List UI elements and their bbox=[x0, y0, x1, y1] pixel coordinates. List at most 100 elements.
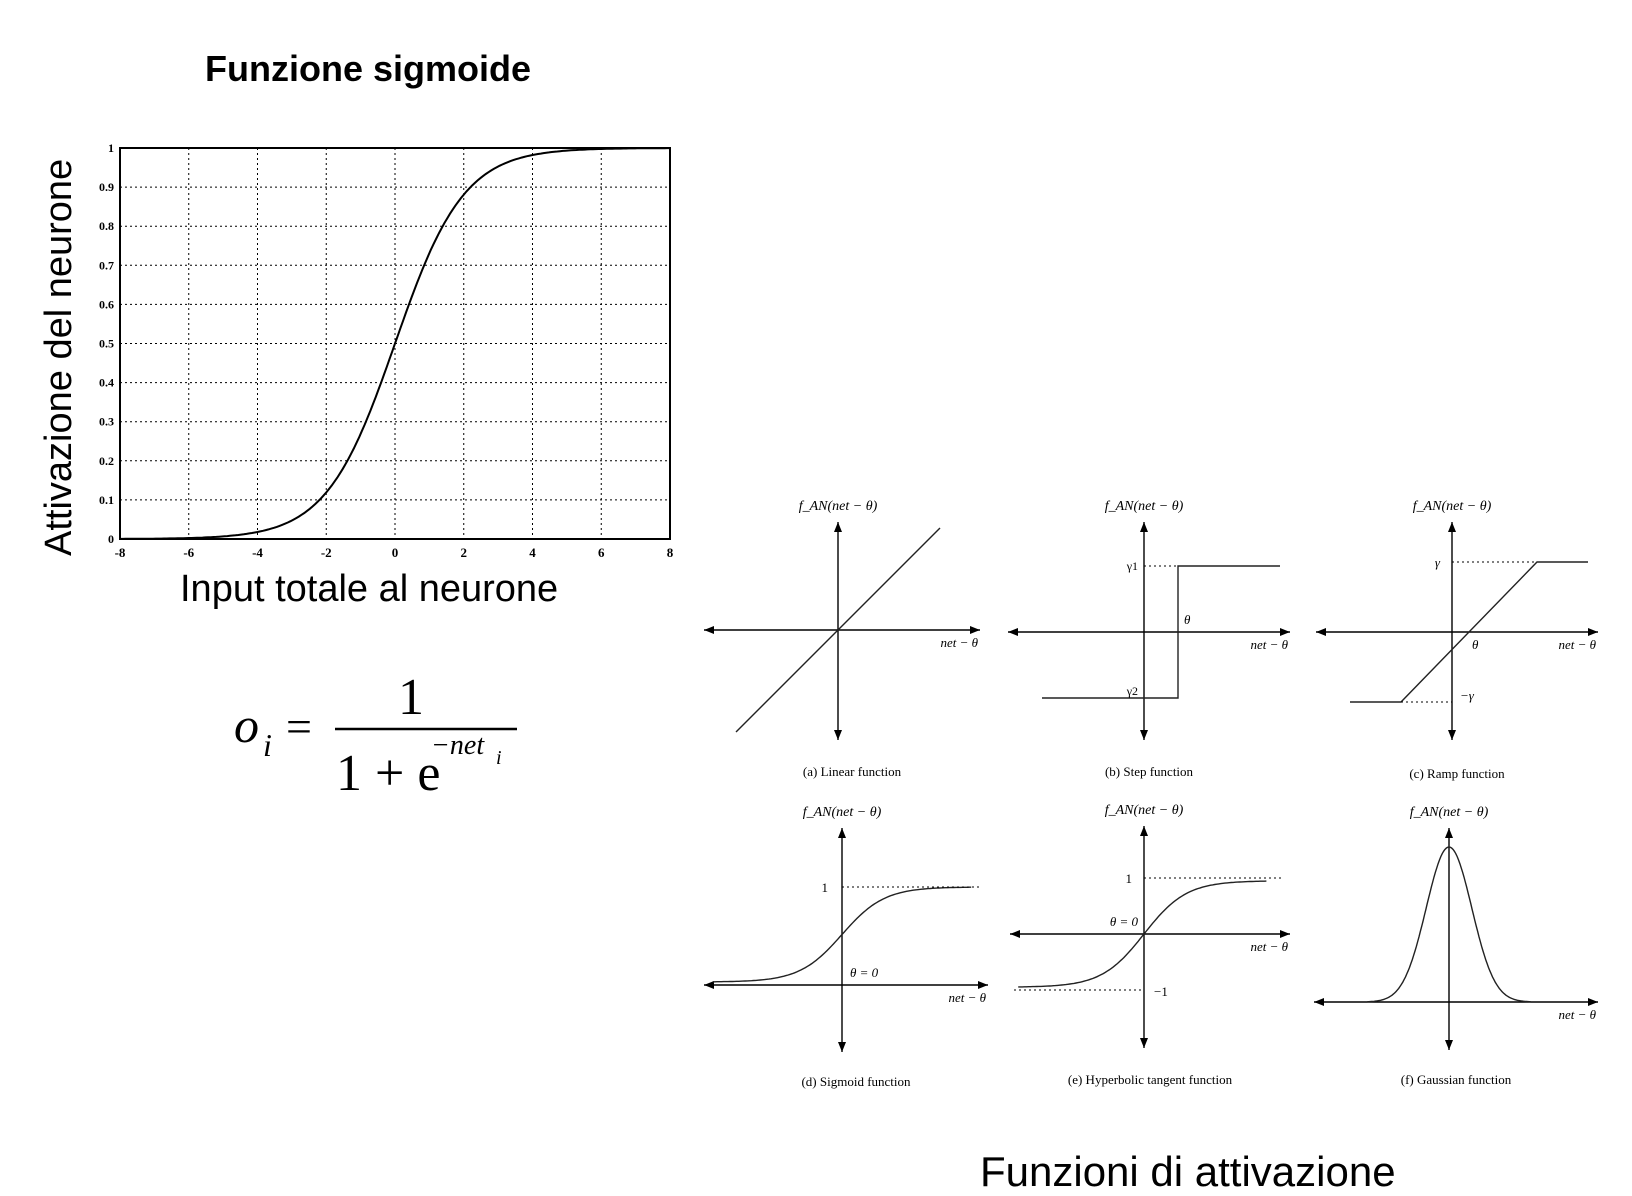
panel-upper-label: 1 bbox=[822, 880, 829, 895]
panel-x-axis-head bbox=[1010, 930, 1020, 938]
panel-threshold-label: θ bbox=[1472, 637, 1479, 652]
sigmoid-y-tick-label: 0 bbox=[108, 532, 114, 546]
sigmoid-grid bbox=[120, 148, 670, 539]
sigmoid-y-tick-label: 1 bbox=[108, 141, 114, 155]
sigmoid-y-tick-label: 0.4 bbox=[99, 376, 114, 390]
panel-x-axis-head bbox=[1280, 930, 1290, 938]
panel-x-label: net − θ bbox=[1250, 637, 1288, 652]
panel-y-label: f_AN(net − θ) bbox=[803, 805, 882, 820]
panel-y-axis-head bbox=[1140, 522, 1148, 532]
activation-panel-b: f_AN(net − θ) net − θ (b) Step function γ1 γ… bbox=[1008, 499, 1290, 779]
panel-function-curve bbox=[735, 527, 941, 733]
panel-caption: (e) Hyperbolic tangent function bbox=[1068, 1072, 1233, 1087]
sigmoid-plot-frame bbox=[119, 147, 671, 540]
formula-exponent: −net bbox=[431, 730, 485, 761]
panel-lower-label: −γ bbox=[1460, 688, 1475, 703]
panel-y-axis-head bbox=[1140, 730, 1148, 740]
panel-caption: (c) Ramp function bbox=[1409, 766, 1505, 781]
panel-threshold-label: θ = 0 bbox=[1110, 914, 1139, 929]
formula-denominator: 1 + e bbox=[336, 745, 440, 802]
panel-function-curve bbox=[1042, 565, 1280, 699]
sigmoid-y-tick-label: 0.2 bbox=[99, 454, 114, 468]
sigmoid-y-axis-label: Attivazione del neurone bbox=[38, 158, 80, 556]
panel-y-axis-head bbox=[1445, 1040, 1453, 1050]
sigmoid-x-tick-label: -2 bbox=[321, 545, 332, 560]
sigmoid-x-tick-label: 0 bbox=[392, 545, 399, 560]
sigmoid-chart-title: Funzione sigmoide bbox=[205, 48, 532, 89]
panel-y-label: f_AN(net − θ) bbox=[799, 499, 878, 514]
panel-upper-label: γ1 bbox=[1126, 559, 1138, 573]
sigmoid-y-tick-label: 0.7 bbox=[99, 258, 114, 272]
panel-y-label: f_AN(net − θ) bbox=[1105, 499, 1184, 514]
panel-x-axis-head bbox=[1588, 998, 1598, 1006]
panel-y-axis-head bbox=[834, 730, 842, 740]
activation-panel-f: f_AN(net − θ) net − θ (f) Gaussian functio… bbox=[1314, 805, 1598, 1087]
panel-y-axis-head bbox=[1448, 730, 1456, 740]
panel-upper-label: γ bbox=[1435, 555, 1441, 570]
panel-function-curve bbox=[712, 886, 972, 983]
panel-x-axis-head bbox=[1314, 998, 1324, 1006]
sigmoid-series-line bbox=[120, 147, 670, 540]
panel-x-label: net − θ bbox=[1558, 1007, 1596, 1022]
panel-y-label: f_AN(net − θ) bbox=[1413, 499, 1492, 514]
panel-x-label: net − θ bbox=[1250, 939, 1288, 954]
sigmoid-x-tick-label: 4 bbox=[529, 545, 536, 560]
panel-y-axis-head bbox=[1140, 826, 1148, 836]
activation-panel-a: f_AN(net − θ) net − θ (a) Linear function bbox=[704, 499, 980, 779]
sigmoid-y-tick-label: 0.1 bbox=[99, 493, 114, 507]
panel-caption: (d) Sigmoid function bbox=[801, 1074, 911, 1089]
sigmoid-x-tick-label: 8 bbox=[667, 545, 674, 560]
panel-y-axis-head bbox=[834, 522, 842, 532]
panel-function-curve bbox=[1367, 846, 1531, 1003]
panel-upper-label: 1 bbox=[1126, 871, 1133, 886]
panel-x-axis-head bbox=[1588, 628, 1598, 636]
panel-threshold-label: θ = 0 bbox=[850, 965, 879, 980]
panel-y-axis-head bbox=[1140, 1038, 1148, 1048]
sigmoid-tick-labels: -8 -6 -4 -2 0 2 4 6 8 0 0.1 0.2 0.3 0.4 0.5 0.6 0.7 0.8 0.… bbox=[99, 141, 674, 560]
panel-x-axis-head bbox=[1316, 628, 1326, 636]
sigmoid-x-tick-label: 2 bbox=[461, 545, 468, 560]
panel-x-axis-head bbox=[1008, 628, 1018, 636]
sigmoid-x-tick-label: -6 bbox=[183, 545, 194, 560]
panel-x-label: net − θ bbox=[1558, 637, 1596, 652]
panel-y-label: f_AN(net − θ) bbox=[1410, 805, 1489, 820]
panel-x-axis-head bbox=[704, 981, 714, 989]
formula-lhs: o bbox=[234, 697, 259, 753]
panel-y-axis-head bbox=[838, 828, 846, 838]
sigmoid-y-tick-label: 0.8 bbox=[99, 219, 114, 233]
sigmoid-y-tick-label: 0.6 bbox=[99, 297, 114, 311]
activation-functions-title: Funzioni di attivazione bbox=[980, 1148, 1396, 1195]
panel-y-axis-head bbox=[1448, 522, 1456, 532]
sigmoid-y-tick-label: 0.3 bbox=[99, 415, 114, 429]
panel-x-axis-head bbox=[704, 626, 714, 634]
panel-caption: (b) Step function bbox=[1105, 764, 1194, 779]
sigmoid-y-tick-label: 0.9 bbox=[99, 180, 114, 194]
panel-caption: (a) Linear function bbox=[803, 764, 902, 779]
panel-caption: (f) Gaussian function bbox=[1401, 1072, 1512, 1087]
panel-x-axis-head bbox=[1280, 628, 1290, 636]
panel-x-axis-head bbox=[970, 626, 980, 634]
panel-threshold-label: θ bbox=[1184, 612, 1191, 627]
sigmoid-x-tick-label: -4 bbox=[252, 545, 263, 560]
panel-lower-label: γ2 bbox=[1126, 684, 1138, 698]
panel-y-axis-head bbox=[838, 1042, 846, 1052]
panel-x-label: net − θ bbox=[948, 990, 986, 1005]
sigmoid-x-axis-label: Input totale al neurone bbox=[180, 568, 559, 610]
formula-lhs-subscript: i bbox=[263, 727, 272, 763]
sigmoid-y-tick-label: 0.5 bbox=[99, 337, 114, 351]
panel-function-curve bbox=[1018, 880, 1267, 988]
panel-y-axis-head bbox=[1445, 828, 1453, 838]
sigmoid-x-tick-label: -8 bbox=[115, 545, 126, 560]
formula-exponent-subscript: i bbox=[496, 747, 502, 769]
activation-panel-e: f_AN(net − θ) net − θ (e) Hyperbolic tange… bbox=[1010, 803, 1290, 1087]
panel-x-label: net − θ bbox=[940, 635, 978, 650]
sigmoid-formula: o i = 1 1 + e −net i bbox=[234, 672, 517, 802]
sigmoid-x-tick-label: 6 bbox=[598, 545, 605, 560]
panel-y-label: f_AN(net − θ) bbox=[1105, 803, 1184, 818]
activation-panel-d: f_AN(net − θ) net − θ (d) Sigmoid function… bbox=[704, 805, 988, 1089]
panel-x-axis-head bbox=[978, 981, 988, 989]
panel-lower-label: −1 bbox=[1154, 984, 1168, 999]
panel-function-curve bbox=[1350, 561, 1588, 703]
formula-equals: = bbox=[286, 701, 312, 752]
activation-panel-c: f_AN(net − θ) net − θ (c) Ramp function γ −γ… bbox=[1316, 499, 1598, 781]
